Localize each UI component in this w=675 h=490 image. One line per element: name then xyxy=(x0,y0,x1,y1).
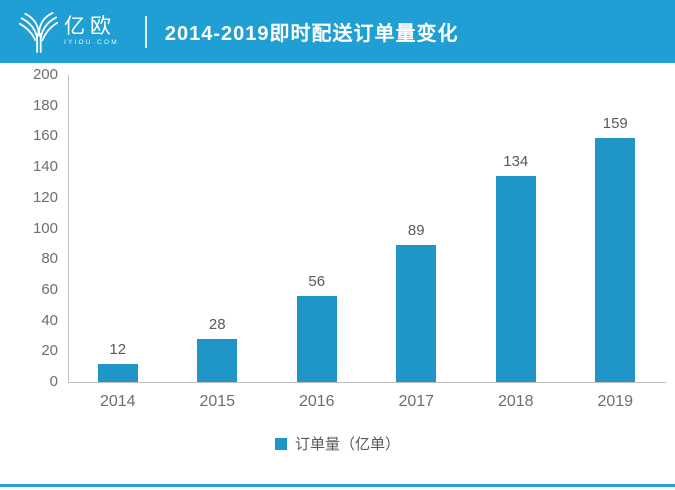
bar xyxy=(197,339,238,382)
bar-value-label: 89 xyxy=(407,222,425,240)
y-axis-tick-label: 160 xyxy=(32,127,58,145)
bar xyxy=(495,176,536,382)
y-axis-tick-label: 60 xyxy=(41,280,58,298)
y-axis-tick-label: 40 xyxy=(41,311,58,329)
y-axis-tick-label: 180 xyxy=(32,96,58,114)
footer-accent-rule xyxy=(0,484,675,487)
chart-legend: 订单量（亿单） xyxy=(0,433,675,454)
y-axis-tick-label: 80 xyxy=(41,250,58,268)
bar xyxy=(97,363,138,382)
y-axis-tick-label: 0 xyxy=(49,373,58,390)
bar-value-label: 28 xyxy=(208,316,226,334)
bar xyxy=(296,296,337,382)
header-bar: 亿欧 IYIOU·COM 2014-2019即时配送订单量变化 xyxy=(0,0,675,63)
legend-label: 订单量（亿单） xyxy=(294,436,400,453)
bar xyxy=(396,245,437,382)
bar-value-label: 159 xyxy=(602,114,628,132)
x-axis-label: 2019 xyxy=(597,393,634,410)
x-axis-label: 2018 xyxy=(497,393,534,410)
x-axis: 2014 2015 2016 2017 2018 2019 xyxy=(68,392,665,414)
y-axis-tick-label: 120 xyxy=(32,188,58,206)
y-axis-tick-label: 140 xyxy=(32,158,58,176)
brand-logo: 亿欧 IYIOU·COM xyxy=(18,10,119,54)
x-axis-label: 2014 xyxy=(99,393,136,410)
y-axis-tick-label: 100 xyxy=(32,219,58,237)
x-axis-label: 2015 xyxy=(199,393,236,410)
x-axis-label: 2016 xyxy=(298,393,335,410)
legend-marker xyxy=(274,437,287,450)
x-axis-label: 2017 xyxy=(398,393,435,410)
brand-text: 亿欧 IYIOU·COM xyxy=(64,16,119,47)
plot-area xyxy=(68,75,666,383)
brand-name: 亿欧 xyxy=(64,15,116,39)
brand-domain: IYIOU·COM xyxy=(64,39,119,47)
bar-value-label: 12 xyxy=(109,340,127,358)
header-divider xyxy=(144,15,147,48)
bar-series: 12 28 56 89 134 159 xyxy=(68,75,665,382)
yiou-branch-icon xyxy=(18,11,58,53)
y-axis-tick-label: 200 xyxy=(32,66,58,83)
bar xyxy=(595,137,636,382)
y-axis-tick-label: 20 xyxy=(41,342,58,360)
bar-value-label: 134 xyxy=(503,153,529,171)
y-axis: 0 20 40 60 80 100 120 140 160 180 200 xyxy=(0,66,58,390)
bar-value-label: 56 xyxy=(308,273,326,291)
page-title: 2014-2019即时配送订单量变化 xyxy=(164,23,459,45)
